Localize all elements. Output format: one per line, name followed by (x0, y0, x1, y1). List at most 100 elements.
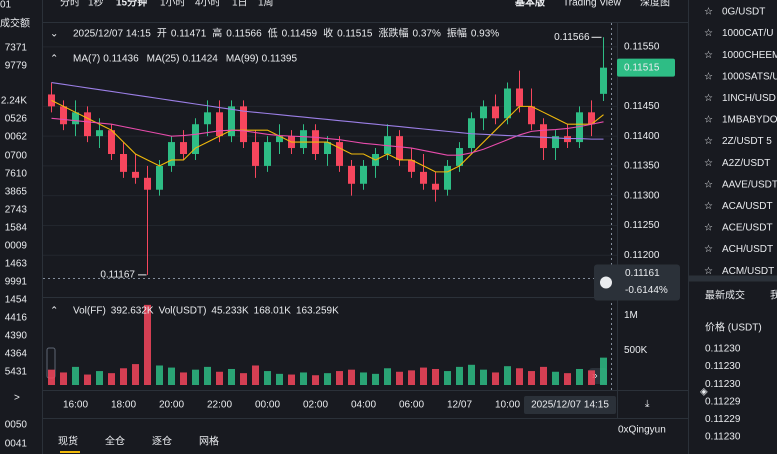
pair-name[interactable]: 0G/USDT (722, 7, 765, 18)
volume-bar (48, 369, 55, 385)
x-tick-label: 20:00 (159, 400, 184, 411)
interval-tab[interactable]: 4小时 (195, 0, 221, 9)
pair-name[interactable]: 1000CAT/U (722, 28, 774, 39)
info-value: 0.11515 (337, 29, 373, 40)
interval-tab[interactable]: 15分钟 (116, 0, 147, 9)
volume-bar (252, 365, 259, 385)
time-label: 2025/12/07 14:15 (531, 400, 609, 411)
candle-body (204, 112, 211, 125)
pair-name[interactable]: 2Z/USDT 5 (722, 136, 772, 147)
volume-bar (72, 366, 79, 385)
candle-body (408, 159, 415, 172)
candle-body (180, 142, 187, 154)
star-icon[interactable]: ☆ (704, 179, 713, 190)
info-label: 涨跌幅 (378, 27, 408, 40)
info-value: 0.11459 (282, 29, 318, 40)
candle-body (420, 171, 427, 184)
star-icon[interactable]: ☆ (704, 158, 713, 169)
trade-tab[interactable]: 现货 (58, 435, 78, 448)
candle-body (300, 130, 307, 149)
interval-tab[interactable]: 分时 (60, 0, 80, 9)
watermark: 0xQingyun (618, 425, 666, 436)
candle-body (444, 165, 451, 190)
left-value: 7371 (5, 43, 28, 54)
pair-name[interactable]: A2Z/USDT (722, 158, 770, 169)
pair-name[interactable]: ACE/USDT (722, 223, 773, 234)
star-icon[interactable]: ☆ (704, 201, 713, 212)
pair-name[interactable]: ACH/USDT (722, 244, 773, 255)
y-tick-label: 0.11550 (624, 41, 660, 52)
last-price-label: 0.11515 (624, 62, 660, 73)
candle-body (492, 106, 499, 119)
low-label: 0.11167 (100, 270, 135, 281)
star-icon[interactable]: ☆ (704, 136, 713, 147)
trade-tab[interactable]: 网格 (199, 435, 219, 448)
star-icon[interactable]: ☆ (704, 266, 713, 277)
interval-tab[interactable]: 1小时 (160, 0, 186, 9)
x-tick-label: 04:00 (351, 400, 376, 411)
interval-tab[interactable]: 1周 (258, 0, 274, 9)
candle-body (540, 124, 547, 149)
trade-tab[interactable]: 逐仓 (152, 435, 172, 448)
candle-body (396, 136, 403, 160)
pair-name[interactable]: 1INCH/USD (722, 93, 776, 104)
trade-price: 0.11229 (705, 396, 741, 407)
vol-tick-label: 500K (624, 345, 648, 356)
star-icon[interactable]: ☆ (704, 93, 713, 104)
trades-tab[interactable]: 我 (770, 290, 777, 302)
candle-body (564, 136, 571, 143)
view-tab[interactable]: Trading View (563, 0, 622, 9)
trades-tab[interactable]: 最新成交 (705, 289, 745, 302)
volume-bar (120, 368, 127, 385)
star-icon[interactable]: ☆ (704, 115, 713, 126)
left-value: 2743 (5, 205, 28, 216)
candle-body (84, 112, 91, 137)
volume-bar (432, 368, 439, 385)
star-icon[interactable]: ☆ (704, 7, 713, 18)
collapse-icon[interactable]: ⌃ (50, 306, 58, 317)
interval-tab[interactable]: 1秒 (88, 0, 104, 9)
volume-bar (84, 374, 91, 385)
pair-name[interactable]: AAVE/USDT (722, 179, 777, 190)
interval-tab[interactable]: 1日 (232, 0, 248, 9)
volume-bar (228, 368, 235, 385)
volume-bar (276, 373, 283, 385)
volume-bar (408, 370, 415, 385)
volume-bar (312, 375, 319, 385)
star-icon[interactable]: ☆ (704, 50, 713, 61)
view-tab[interactable]: 深度图 (640, 0, 670, 9)
left-value: 0050 (5, 420, 28, 431)
star-icon[interactable]: ☆ (704, 244, 713, 255)
legend-value: 0.11436 (103, 54, 139, 65)
pair-name[interactable]: ACA/USDT (722, 201, 773, 212)
star-icon[interactable]: ☆ (704, 28, 713, 39)
axis-reset-icon[interactable]: ⤓ (645, 399, 650, 410)
collapse-icon[interactable]: ⌃ (50, 54, 58, 65)
collapse-icon[interactable]: ⌄ (50, 29, 58, 40)
volume-bar (288, 374, 295, 385)
volume-bar (168, 367, 175, 385)
volume-bar (348, 369, 355, 385)
pair-name[interactable]: ACM/USDT (722, 266, 774, 277)
info-label: 开 (157, 29, 167, 40)
add-icon: + (603, 278, 609, 289)
star-icon[interactable]: ☆ (704, 223, 713, 234)
pair-name[interactable]: 1MBABYDO (722, 115, 777, 126)
pair-name[interactable]: 1000SATS/U (722, 71, 777, 82)
star-icon[interactable]: ☆ (704, 71, 713, 82)
left-value: 3865 (5, 187, 28, 198)
view-tab[interactable]: 基本版 (514, 0, 545, 9)
candle-body (504, 88, 511, 119)
vol-ma-value: 168.01K (254, 306, 292, 317)
candle-body (264, 142, 271, 166)
volume-bar (60, 372, 67, 385)
add-button[interactable] (600, 276, 612, 289)
left-more[interactable]: > (14, 393, 20, 404)
candle-body (336, 142, 343, 166)
candle-body (168, 142, 175, 166)
left-value: 9991 (5, 277, 28, 288)
pair-name[interactable]: 1000CHEEM (722, 50, 777, 61)
trade-tab[interactable]: 全仓 (105, 435, 125, 448)
volume-bar (504, 366, 511, 385)
